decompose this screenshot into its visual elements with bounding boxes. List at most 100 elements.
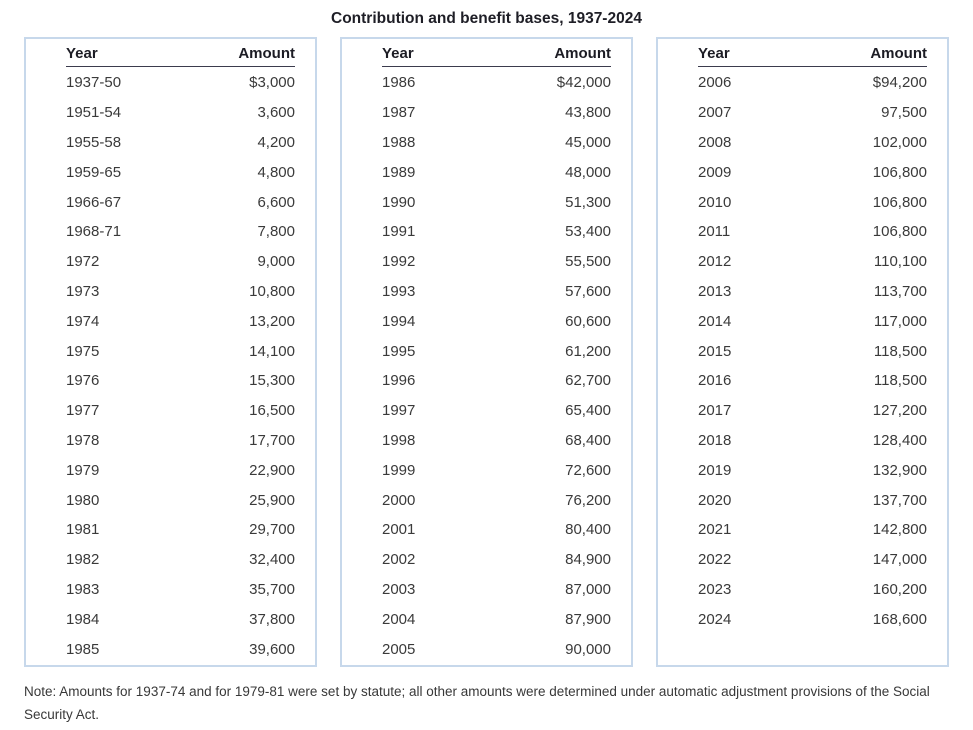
table-row: 2011 106,800 [698, 217, 927, 247]
year-cell: 2010 [698, 193, 732, 211]
amount-cell: 65,400 [565, 402, 611, 420]
year-cell: 1981 [66, 521, 100, 539]
year-cell: 2019 [698, 461, 732, 479]
year-cell: 1986 [382, 74, 416, 92]
table-row: 1983 35,700 [66, 575, 295, 605]
table-row: 1994 60,600 [382, 306, 611, 336]
table-row: 2013 113,700 [698, 277, 927, 307]
table-panel-1: Year Amount 1937-50 $3,000 1951-54 3,600 195… [24, 37, 317, 667]
year-cell: 2014 [698, 312, 732, 330]
table-row: 1989 48,000 [382, 157, 611, 187]
table-row: 1979 22,900 [66, 455, 295, 485]
table-row: 2015 118,500 [698, 336, 927, 366]
year-cell: 2005 [382, 640, 416, 658]
amount-cell: 61,200 [565, 342, 611, 360]
amount-cell: 17,700 [249, 431, 295, 449]
year-cell: 2022 [698, 551, 732, 569]
year-cell: 2009 [698, 163, 732, 181]
amount-cell: 68,400 [565, 431, 611, 449]
amount-cell: 106,800 [872, 223, 927, 241]
year-cell: 2007 [698, 104, 732, 122]
table-row: 2016 118,500 [698, 366, 927, 396]
table-header: Year Amount [698, 39, 927, 67]
year-cell: 2024 [698, 610, 732, 628]
amount-cell: 43,800 [565, 104, 611, 122]
year-cell: 2016 [698, 372, 732, 390]
table-row: 1999 72,600 [382, 455, 611, 485]
amount-cell: 9,000 [257, 253, 295, 271]
amount-cell: 39,600 [249, 640, 295, 658]
amount-cell: 37,800 [249, 610, 295, 628]
table-row: 1968-71 7,800 [66, 217, 295, 247]
amount-cell: 32,400 [249, 551, 295, 569]
amount-cell: 128,400 [872, 431, 927, 449]
year-cell: 1955-58 [66, 133, 122, 151]
amount-cell: 80,400 [565, 521, 611, 539]
year-cell: 1997 [382, 402, 416, 420]
table-row: 2009 106,800 [698, 157, 927, 187]
year-cell: 2023 [698, 580, 732, 598]
amount-cell: 137,700 [872, 491, 927, 509]
year-cell: 1999 [382, 461, 416, 479]
amount-cell: 13,200 [249, 312, 295, 330]
amount-cell: 76,200 [565, 491, 611, 509]
table-row: 1991 53,400 [382, 217, 611, 247]
table-row: 2005 90,000 [382, 634, 611, 664]
year-cell: 1988 [382, 133, 416, 151]
table-row: 1951-54 3,600 [66, 98, 295, 128]
table-row: 1998 68,400 [382, 426, 611, 456]
amount-cell: 35,700 [249, 580, 295, 598]
amount-cell: 90,000 [565, 640, 611, 658]
amount-cell: 51,300 [565, 193, 611, 211]
year-cell: 1994 [382, 312, 416, 330]
year-cell: 1972 [66, 253, 100, 271]
table-row: 2002 84,900 [382, 545, 611, 575]
table-row: 1986 $42,000 [382, 68, 611, 98]
table-row: 1995 61,200 [382, 336, 611, 366]
amount-cell: 55,500 [565, 253, 611, 271]
table-row: 2006 $94,200 [698, 68, 927, 98]
table-row: 2008 102,000 [698, 128, 927, 158]
table-row: 1978 17,700 [66, 426, 295, 456]
table-row: 2012 110,100 [698, 247, 927, 277]
amount-cell: 22,900 [249, 461, 295, 479]
year-cell: 2020 [698, 491, 732, 509]
year-cell: 1973 [66, 282, 100, 300]
amount-cell: 57,600 [565, 282, 611, 300]
table-body: 1937-50 $3,000 1951-54 3,600 1955-58 4,200 195… [66, 67, 295, 664]
amount-cell: 132,900 [872, 461, 927, 479]
year-cell: 2002 [382, 551, 416, 569]
year-cell: 2017 [698, 402, 732, 420]
amount-cell: $42,000 [556, 74, 611, 92]
year-cell: 2000 [382, 491, 416, 509]
amount-cell: 14,100 [249, 342, 295, 360]
year-cell: 1987 [382, 104, 416, 122]
table-row: 1974 13,200 [66, 306, 295, 336]
tables-container: Year Amount 1937-50 $3,000 1951-54 3,600 195… [0, 37, 973, 667]
table-row: 2021 142,800 [698, 515, 927, 545]
amount-cell: $3,000 [249, 74, 295, 92]
amount-cell: 113,700 [873, 282, 927, 300]
amount-cell: 118,500 [873, 372, 927, 390]
table-row: 1973 10,800 [66, 277, 295, 307]
table-row: 2001 80,400 [382, 515, 611, 545]
table-panel-2: Year Amount 1986 $42,000 1987 43,800 1988 45,… [340, 37, 633, 667]
amount-cell: 106,800 [872, 163, 927, 181]
amount-cell: 25,900 [249, 491, 295, 509]
year-cell: 2013 [698, 282, 732, 300]
amount-cell: 118,500 [873, 342, 927, 360]
amount-cell: 117,000 [873, 312, 927, 330]
table-row: 2024 168,600 [698, 604, 927, 634]
amount-cell: 142,800 [872, 521, 927, 539]
table-row: 1980 25,900 [66, 485, 295, 515]
table-row: 1996 62,700 [382, 366, 611, 396]
amount-column-header: Amount [870, 45, 927, 62]
table-row: 1990 51,300 [382, 187, 611, 217]
table-row: 1981 29,700 [66, 515, 295, 545]
table-panel-3: Year Amount 2006 $94,200 2007 97,500 2008 102… [656, 37, 949, 667]
table-row: 1982 32,400 [66, 545, 295, 575]
year-cell: 1977 [66, 402, 100, 420]
amount-cell: 72,600 [565, 461, 611, 479]
table-row: 1988 45,000 [382, 128, 611, 158]
amount-cell: 106,800 [872, 193, 927, 211]
